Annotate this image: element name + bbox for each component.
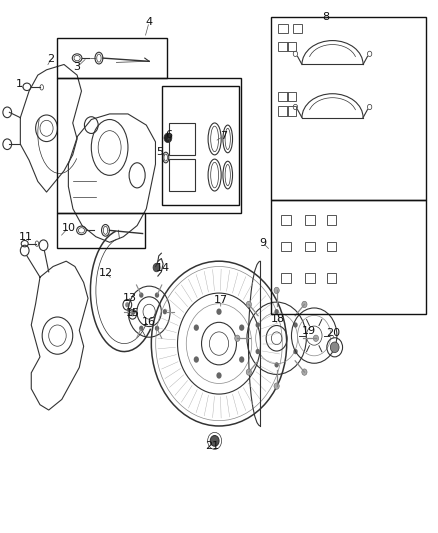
Bar [278,42,288,51]
Text: 11: 11 [19,232,33,243]
Bar [305,215,314,224]
Bar [169,123,195,155]
Circle shape [255,349,260,354]
Bar [169,159,195,191]
Text: 8: 8 [322,12,329,22]
Bar [327,215,336,224]
Bar [281,241,290,251]
Circle shape [153,263,160,272]
Bar [287,106,296,116]
Bar [281,215,290,224]
Bar [162,86,239,205]
Bar [57,213,145,248]
Circle shape [216,372,222,378]
Circle shape [162,309,167,314]
Bar [305,273,314,283]
Text: 3: 3 [74,62,81,72]
Circle shape [293,322,298,328]
Circle shape [330,342,339,353]
Text: 14: 14 [156,263,170,272]
Circle shape [275,309,279,314]
Circle shape [239,325,244,331]
Text: 5: 5 [156,147,163,157]
Text: 20: 20 [326,328,340,338]
Text: 16: 16 [142,317,156,327]
Circle shape [210,435,219,446]
Circle shape [194,357,199,363]
Circle shape [255,322,260,328]
Circle shape [131,309,136,314]
Bar [278,106,288,116]
Circle shape [155,326,159,331]
Text: 15: 15 [126,308,140,318]
Bar [287,42,296,51]
Text: 7: 7 [220,131,227,141]
Circle shape [194,325,199,331]
Circle shape [293,349,298,354]
Circle shape [155,293,159,298]
Bar [305,241,314,251]
Bar [272,17,426,200]
Text: 9: 9 [259,238,266,247]
Circle shape [139,293,144,298]
Circle shape [313,335,318,342]
Bar [57,78,241,213]
Circle shape [239,357,244,363]
Bar [327,241,336,251]
Circle shape [246,369,251,375]
Circle shape [274,287,279,294]
Circle shape [275,362,279,368]
Text: 13: 13 [123,293,137,303]
Circle shape [139,326,144,331]
Circle shape [235,335,240,342]
Text: 1: 1 [15,79,22,89]
Circle shape [246,301,251,308]
Circle shape [216,309,222,315]
Text: 17: 17 [214,295,228,305]
Bar [293,23,302,33]
Bar [278,92,288,101]
Circle shape [274,383,279,389]
Text: 21: 21 [205,441,219,451]
Text: 4: 4 [145,17,153,27]
Bar [278,23,288,33]
Bar [287,92,296,101]
Bar [57,38,166,78]
Text: 19: 19 [302,326,316,336]
Text: 10: 10 [61,223,75,233]
Circle shape [164,133,172,143]
Text: 2: 2 [47,54,54,64]
Text: 18: 18 [271,313,285,324]
Bar [327,273,336,283]
Circle shape [131,312,134,317]
Bar [281,273,290,283]
Circle shape [125,302,130,308]
Text: 12: 12 [99,268,113,278]
Text: 6: 6 [166,130,173,140]
Bar [272,200,426,314]
Circle shape [302,369,307,375]
Circle shape [302,301,307,308]
